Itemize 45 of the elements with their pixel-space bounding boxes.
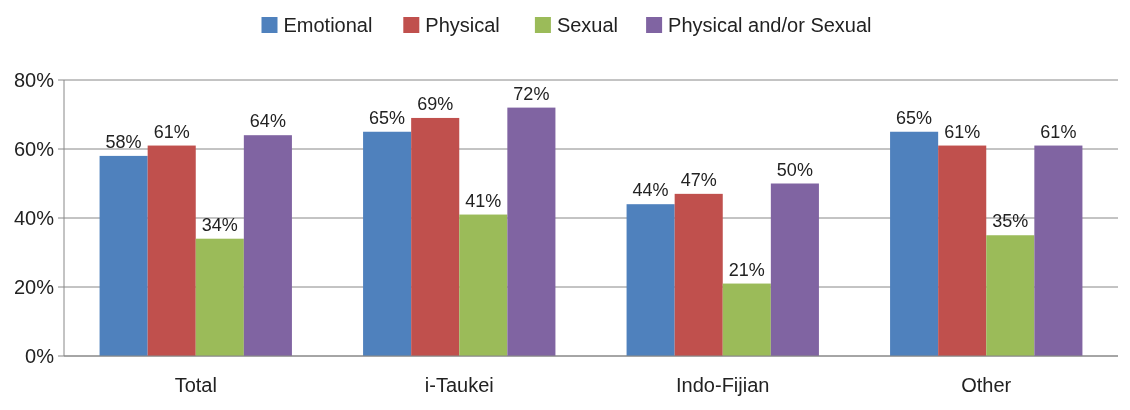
bar [411,117,460,356]
bar [986,235,1035,356]
data-label: 72% [513,83,550,104]
y-tick-label: 0% [25,345,55,367]
bar [938,145,987,356]
data-label: 34% [201,214,238,235]
y-tick-label: 20% [13,276,55,298]
bar [890,131,939,356]
data-label: 47% [680,169,717,190]
data-label: 50% [776,159,813,180]
data-label: 65% [896,107,933,128]
data-label: 61% [153,121,190,142]
data-label: 69% [417,93,454,114]
data-label: 35% [992,211,1029,232]
y-tick-label: 60% [13,138,55,160]
data-label: 44% [632,180,669,201]
legend-label: Physical and/or Sexual [668,14,872,36]
legend-label: Emotional [283,14,373,36]
data-label: 64% [249,111,286,132]
y-tick-label: 40% [13,207,55,229]
x-tick-label: i-Taukei [424,374,494,396]
x-tick-label: Total [174,374,217,396]
legend-label: Physical [425,14,500,36]
data-label: 21% [728,259,765,280]
bar [722,283,771,356]
bar [507,107,556,356]
bar [626,204,675,356]
data-label: 41% [465,190,502,211]
bar [459,214,508,356]
bar [147,145,196,356]
bar [1034,145,1083,356]
data-label: 65% [369,107,406,128]
bar [99,155,148,356]
bar [243,135,292,356]
bar [363,131,412,356]
data-label: 58% [105,131,142,152]
data-label: 61% [1040,121,1077,142]
bar [770,183,819,356]
x-tick-label: Other [961,374,1012,396]
data-label: 61% [944,121,981,142]
y-tick-label: 80% [13,69,55,91]
legend-label: Sexual [556,14,619,36]
bar [195,238,244,356]
bar [674,193,723,356]
x-tick-label: Indo-Fijian [676,374,770,396]
